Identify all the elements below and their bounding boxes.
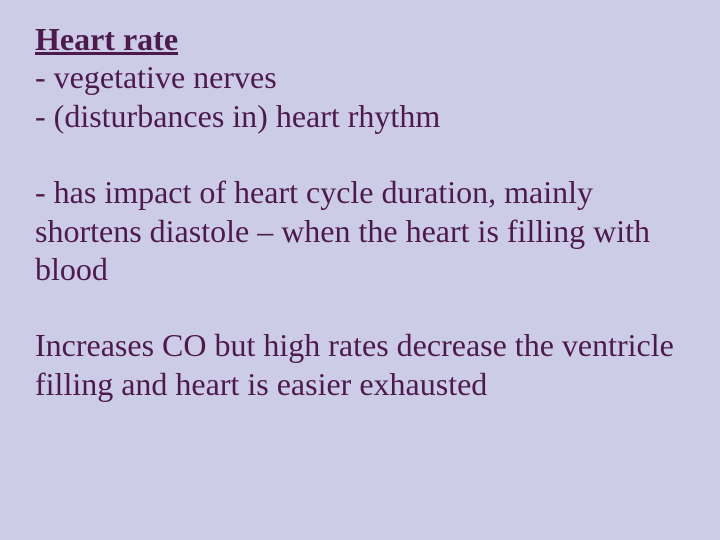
slide-heading: Heart rate <box>35 20 685 58</box>
paragraph-1: - has impact of heart cycle duration, ma… <box>35 173 685 288</box>
bullet-item-2: - (disturbances in) heart rhythm <box>35 97 685 135</box>
paragraph-2: Increases CO but high rates decrease the… <box>35 326 685 403</box>
bullet-item-1: - vegetative nerves <box>35 58 685 96</box>
